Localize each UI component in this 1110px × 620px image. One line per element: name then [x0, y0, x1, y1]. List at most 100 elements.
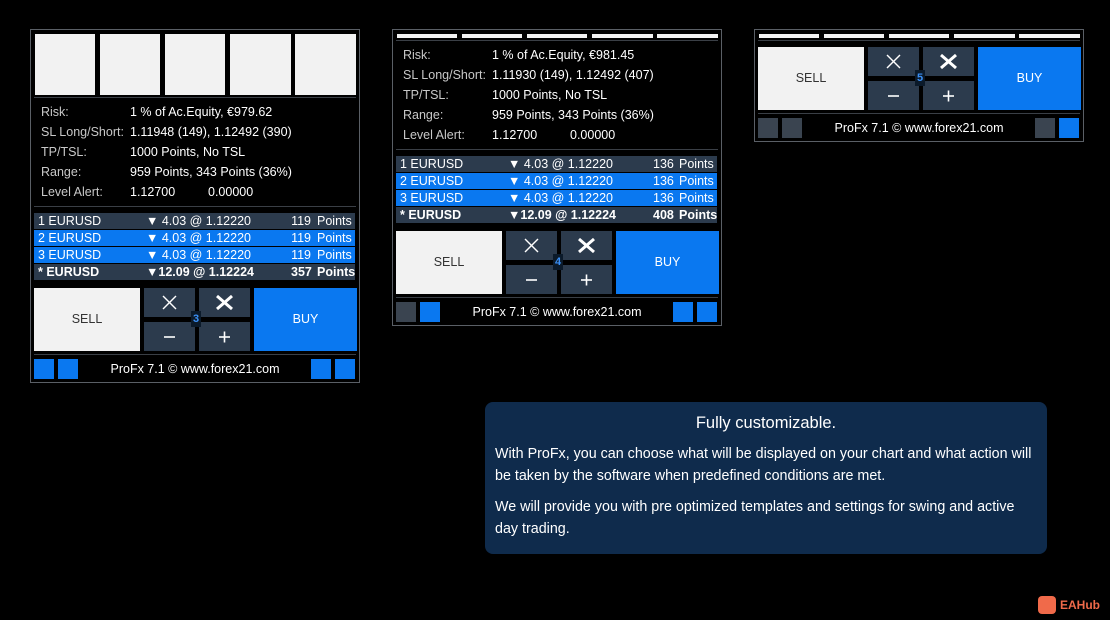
info-label: Range:	[41, 165, 82, 179]
control-button[interactable]	[923, 81, 974, 110]
footer-text: ProFx 7.1 © www.forex21.com	[472, 305, 642, 319]
tab[interactable]	[295, 34, 356, 95]
order-row[interactable]	[396, 173, 717, 189]
tab[interactable]	[592, 34, 653, 38]
footer-button[interactable]	[782, 118, 802, 138]
order-trade: ▼ 4.03 @ 1.12220	[508, 157, 613, 171]
info-label: Risk:	[41, 105, 69, 119]
order-trade: ▼ 4.03 @ 1.12220	[146, 231, 251, 245]
info-label: Range:	[403, 108, 444, 122]
sell-label: SELL	[71, 312, 103, 326]
control-button[interactable]	[561, 231, 612, 260]
footer-button[interactable]	[1059, 118, 1079, 138]
order-id: 1 EURUSD	[400, 157, 464, 171]
footer-button[interactable]	[311, 359, 331, 379]
tab[interactable]	[100, 34, 160, 95]
tab[interactable]	[35, 34, 95, 95]
sell-button[interactable]	[396, 231, 502, 294]
order-row[interactable]	[34, 247, 355, 263]
tab[interactable]	[1019, 34, 1080, 38]
info-value: 1000 Points, No TSL	[492, 88, 608, 102]
separator	[396, 149, 718, 150]
tab[interactable]	[527, 34, 587, 38]
control-button[interactable]	[506, 231, 557, 260]
info-value: 1.11930 (149), 1.12492 (407)	[492, 68, 654, 82]
order-id: 3 EURUSD	[400, 191, 464, 205]
info-label: TP/TSL:	[403, 88, 449, 102]
info-paragraph: With ProFx, you can choose what will be …	[495, 446, 1032, 484]
tab[interactable]	[889, 34, 949, 38]
tab[interactable]	[657, 34, 718, 38]
tab[interactable]	[954, 34, 1015, 38]
info-value: 1.12700	[130, 185, 176, 199]
counter: 5	[916, 72, 924, 84]
order-points: 136	[653, 157, 674, 171]
order-points: 119	[291, 231, 311, 245]
counter-box	[915, 70, 925, 86]
order-points: 408	[653, 208, 674, 222]
order-unit: Points	[317, 265, 356, 279]
footer-button[interactable]	[335, 359, 355, 379]
tab[interactable]	[824, 34, 884, 38]
info-paragraph: We will provide you with pre optimized t…	[495, 499, 1015, 537]
info-label: TP/TSL:	[41, 145, 87, 159]
order-trade: ▼ 4.03 @ 1.12220	[508, 191, 613, 205]
tab[interactable]	[165, 34, 225, 95]
footer-button[interactable]	[58, 359, 78, 379]
info-value: 959 Points, 343 Points (36%)	[130, 165, 292, 179]
watermark-text: EAHub	[1060, 598, 1100, 612]
footer-button[interactable]	[396, 302, 416, 322]
order-row[interactable]	[396, 190, 717, 206]
order-unit: Points	[317, 231, 352, 245]
footer-button[interactable]	[34, 359, 54, 379]
order-points: 136	[653, 174, 674, 188]
control-button[interactable]	[144, 288, 195, 317]
order-unit: Points	[679, 191, 714, 205]
order-unit: Points	[679, 208, 718, 222]
footer-button[interactable]	[1035, 118, 1055, 138]
buy-button[interactable]	[978, 47, 1081, 110]
buy-button[interactable]	[254, 288, 357, 351]
sell-button[interactable]	[34, 288, 140, 351]
order-row[interactable]	[34, 230, 355, 246]
info-label: SL Long/Short:	[41, 125, 124, 139]
info-box: Fully customizable. With ProFx, you can …	[485, 402, 1047, 554]
order-row[interactable]	[34, 213, 355, 229]
control-button[interactable]	[868, 47, 919, 76]
info-value: 959 Points, 343 Points (36%)	[492, 108, 654, 122]
tab[interactable]	[462, 34, 522, 38]
tab[interactable]	[230, 34, 291, 95]
separator	[396, 40, 718, 41]
footer-button[interactable]	[673, 302, 693, 322]
order-id: 3 EURUSD	[38, 248, 102, 262]
footer-button[interactable]	[420, 302, 440, 322]
control-button[interactable]	[561, 265, 612, 294]
separator	[758, 113, 1080, 114]
footer-text: ProFx 7.1 © www.forex21.com	[110, 362, 280, 376]
tab[interactable]	[759, 34, 819, 38]
order-unit: Points	[317, 248, 352, 262]
footer-button[interactable]	[758, 118, 778, 138]
order-row[interactable]	[34, 264, 355, 280]
order-row[interactable]	[396, 207, 717, 223]
control-button[interactable]	[144, 322, 195, 351]
control-button[interactable]	[868, 81, 919, 110]
counter-box	[191, 311, 201, 327]
control-button[interactable]	[199, 322, 250, 351]
tab[interactable]	[397, 34, 457, 38]
buy-button[interactable]	[616, 231, 719, 294]
order-unit: Points	[317, 214, 352, 228]
footer-button[interactable]	[697, 302, 717, 322]
control-button[interactable]	[199, 288, 250, 317]
separator	[34, 97, 356, 98]
order-id: 2 EURUSD	[38, 231, 102, 245]
order-points: 357	[291, 265, 312, 279]
info-title: Fully customizable.	[695, 414, 837, 432]
info-value: 1.12700	[492, 128, 538, 142]
info-value: 1.11948 (149), 1.12492 (390)	[130, 125, 292, 139]
control-button[interactable]	[506, 265, 557, 294]
order-row[interactable]	[396, 156, 717, 172]
sell-button[interactable]	[758, 47, 864, 110]
control-button[interactable]	[923, 47, 974, 76]
